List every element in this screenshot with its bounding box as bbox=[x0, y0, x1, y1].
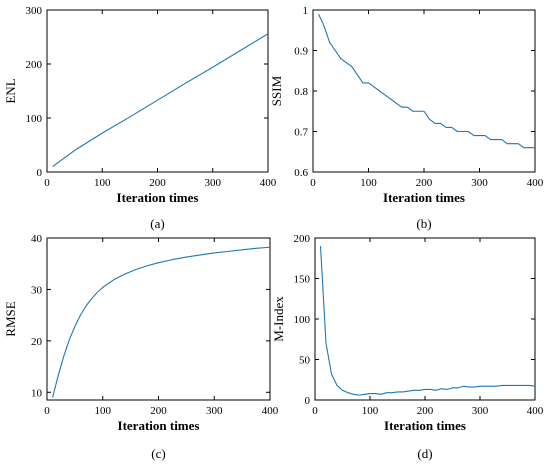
x-axis-label: Iteration times bbox=[118, 418, 200, 433]
x-tick-label: 400 bbox=[260, 177, 277, 189]
x-tick-label: 0 bbox=[310, 177, 316, 189]
plot-frame bbox=[312, 9, 536, 173]
panel-caption: (a) bbox=[150, 216, 164, 231]
y-tick-label: 30 bbox=[31, 284, 43, 296]
y-axis-label: RMSE bbox=[3, 301, 18, 336]
x-tick-label: 300 bbox=[205, 177, 222, 189]
y-tick-label: 200 bbox=[26, 59, 43, 71]
y-tick-label: 150 bbox=[294, 274, 311, 286]
x-axis-label: Iteration times bbox=[384, 418, 466, 433]
y-tick-label: 0.9 bbox=[294, 46, 308, 58]
series-line bbox=[52, 33, 269, 168]
panel-caption: (c) bbox=[151, 446, 165, 461]
y-tick-label: 0.6 bbox=[294, 167, 308, 179]
x-tick-label: 200 bbox=[417, 405, 434, 417]
chart-panel-1: 0 100 200 300 400 0 100 200 300 Iteration times EN… bbox=[3, 5, 277, 231]
y-tick-label: 0.8 bbox=[294, 86, 308, 98]
y-tick-label: 300 bbox=[26, 5, 43, 17]
x-axis-label: Iteration times bbox=[383, 190, 465, 205]
x-tick-label: 0 bbox=[44, 405, 50, 417]
y-axis-label: ENL bbox=[3, 78, 18, 103]
panel-caption: (d) bbox=[417, 446, 432, 461]
x-tick-label: 0 bbox=[312, 405, 318, 417]
x-tick-label: 200 bbox=[149, 177, 166, 189]
x-tick-label: 200 bbox=[150, 405, 167, 417]
panel-caption: (b) bbox=[416, 216, 431, 231]
y-tick-label: 0 bbox=[305, 395, 311, 407]
y-tick-label: 10 bbox=[31, 387, 43, 399]
y-tick-label: 1 bbox=[303, 5, 309, 17]
x-tick-label: 100 bbox=[360, 177, 377, 189]
x-tick-label: 300 bbox=[206, 405, 223, 417]
y-tick-label: 20 bbox=[31, 336, 43, 348]
y-tick-label: 100 bbox=[26, 113, 43, 125]
series-line bbox=[319, 246, 536, 396]
x-axis-label: Iteration times bbox=[117, 190, 199, 205]
y-tick-label: 200 bbox=[294, 233, 311, 245]
y-tick-label: 0 bbox=[37, 167, 43, 179]
x-tick-label: 400 bbox=[527, 177, 544, 189]
x-tick-label: 200 bbox=[416, 177, 433, 189]
x-tick-label: 400 bbox=[262, 405, 279, 417]
y-tick-label: 40 bbox=[31, 233, 43, 245]
x-tick-label: 300 bbox=[472, 405, 489, 417]
plot-frame bbox=[314, 237, 536, 401]
x-tick-label: 300 bbox=[471, 177, 488, 189]
y-tick-label: 50 bbox=[299, 355, 311, 367]
x-tick-label: 0 bbox=[44, 177, 50, 189]
y-axis-label: M-Index bbox=[271, 296, 286, 342]
plot-frame bbox=[46, 9, 269, 173]
x-tick-label: 100 bbox=[94, 177, 111, 189]
chart-panel-2: 0 100 200 300 400 0.6 0.7 0.8 0.9 1 Iteration time… bbox=[269, 5, 544, 231]
y-tick-label: 0.7 bbox=[294, 127, 308, 139]
x-tick-label: 100 bbox=[362, 405, 379, 417]
y-axis-label: SSIM bbox=[269, 75, 284, 106]
series-line bbox=[318, 13, 535, 149]
chart-panel-3: 0 100 200 300 400 10 20 30 40 Iteration times RMSE… bbox=[3, 233, 279, 461]
y-tick-label: 100 bbox=[294, 314, 311, 326]
x-tick-label: 400 bbox=[527, 405, 544, 417]
x-tick-label: 100 bbox=[95, 405, 112, 417]
series-line bbox=[52, 246, 271, 398]
